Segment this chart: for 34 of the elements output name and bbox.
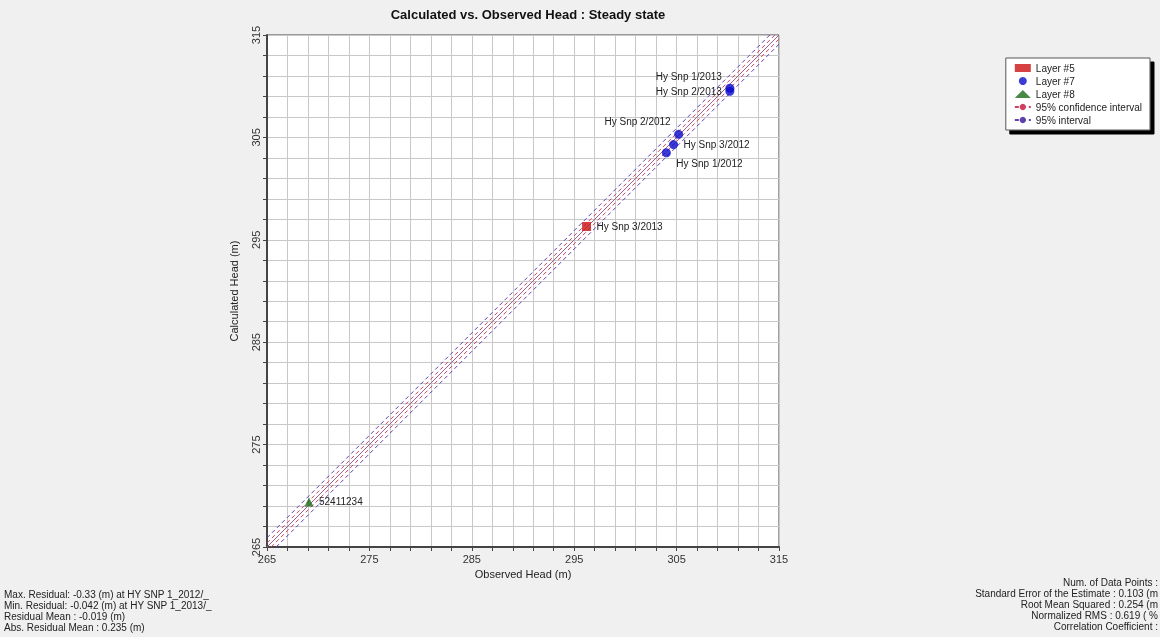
legend-label: 95% interval bbox=[1035, 114, 1091, 126]
annotation: Hy Snp 2/2012 bbox=[604, 115, 672, 127]
x-axis-title: Observed Head (m) bbox=[474, 568, 572, 581]
legend-label: Layer #8 bbox=[1035, 88, 1076, 100]
x-tick-label: 305 bbox=[667, 552, 686, 565]
x-tick-label: 295 bbox=[565, 552, 584, 565]
y-tick-label: 305 bbox=[249, 128, 262, 147]
annotation: Hy Snp 3/2013 bbox=[596, 220, 664, 232]
x-tick-label: 315 bbox=[769, 552, 789, 565]
legend-label: Layer #5 bbox=[1035, 62, 1076, 74]
x-tick-label: 285 bbox=[462, 552, 481, 565]
text: Correlation Coefficient : bbox=[1053, 620, 1158, 632]
y-tick-label: 275 bbox=[249, 435, 262, 454]
text: Min. Residual: -0.042 (m) at HY SNP 1_2013/_ bbox=[4, 599, 212, 611]
text: Normalized RMS : 0.619 ( % bbox=[1031, 609, 1159, 621]
y-axis-title: Calculated Head (m) bbox=[227, 240, 240, 342]
text: Num. of Data Points : bbox=[1062, 576, 1158, 588]
text: Residual Mean : -0.019 (m) bbox=[4, 610, 126, 622]
chart-title: Calculated vs. Observed Head : Steady state bbox=[390, 7, 666, 22]
y-tick-label: 315 bbox=[249, 25, 262, 45]
x-tick-label: 275 bbox=[360, 552, 379, 565]
legend-label: Layer #7 bbox=[1035, 75, 1076, 87]
annotation: Hy Snp 2/2013 bbox=[655, 85, 723, 97]
legend-label: 95% confidence interval bbox=[1035, 101, 1143, 113]
y-tick-label: 295 bbox=[249, 230, 262, 249]
text: Max. Residual: -0.33 (m) at HY SNP 1_2012/_ bbox=[4, 588, 210, 600]
annotation: Hy Snp 3/2012 bbox=[683, 139, 751, 151]
annotation: Hy Snp 1/2013 bbox=[655, 70, 723, 82]
text: Root Mean Squared : 0.254 (m bbox=[1020, 598, 1158, 610]
text: Standard Error of the Estimate : 0.103 (m bbox=[975, 587, 1158, 599]
y-tick-label: 285 bbox=[249, 333, 262, 352]
annotation: 52411234 bbox=[318, 496, 364, 508]
annotation: Hy Snp 1/2012 bbox=[676, 158, 743, 170]
text: Abs. Residual Mean : 0.235 (m) bbox=[4, 621, 145, 633]
